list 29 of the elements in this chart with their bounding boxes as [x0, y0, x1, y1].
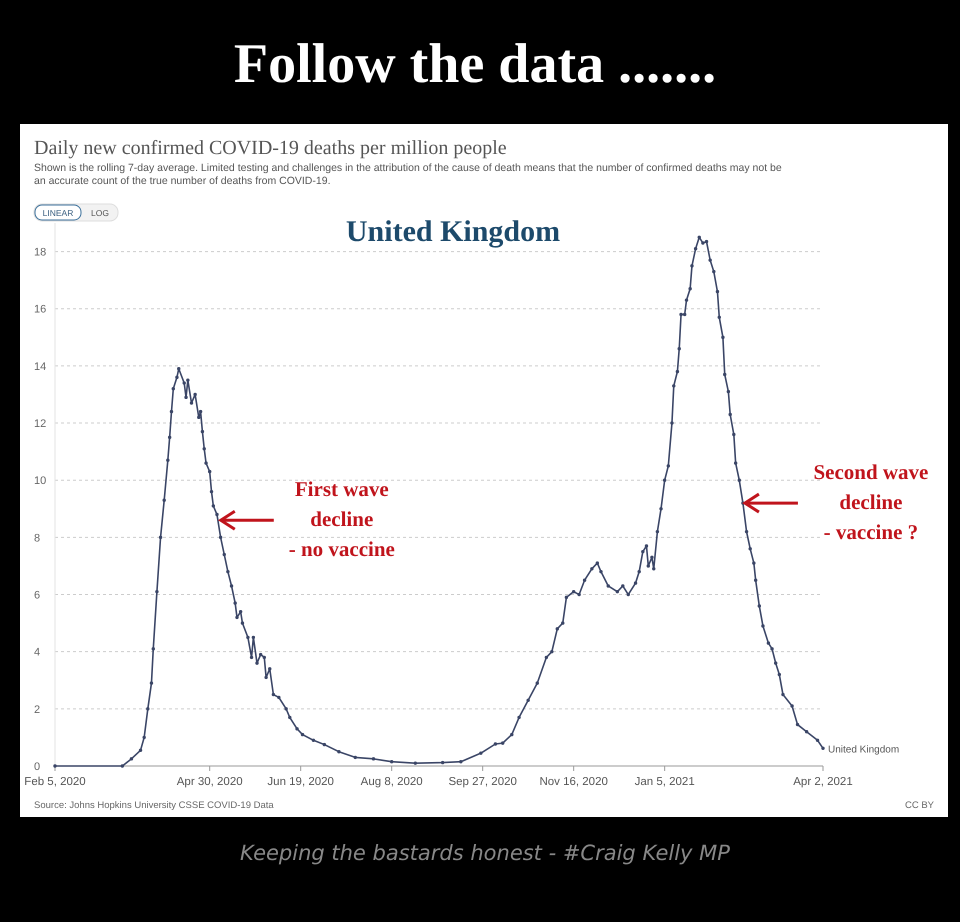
- y-tick-label: 10: [34, 475, 46, 488]
- x-tick-label: Aug 8, 2020: [360, 776, 423, 788]
- series-label: United Kingdom: [828, 744, 900, 756]
- y-tick-label: 18: [34, 246, 46, 259]
- x-tick-label: Apr 2, 2021: [793, 776, 853, 788]
- y-tick-label: 6: [34, 590, 40, 602]
- x-tick-label: Sep 27, 2020: [448, 776, 517, 788]
- y-tick-label: 8: [34, 532, 40, 544]
- x-tick-label: Nov 16, 2020: [539, 776, 608, 788]
- scale-toggle: LINEAR LOG: [34, 204, 118, 222]
- y-tick-label: 0: [34, 761, 40, 773]
- y-tick-label: 16: [34, 304, 46, 316]
- text: CC BY: [904, 800, 935, 811]
- text: Keeping the bastards honest - #Craig Kelly MP: [240, 841, 730, 865]
- x-tick-label: Jun 19, 2020: [267, 776, 334, 788]
- y-tick-label: 2: [34, 704, 40, 716]
- x-tick-label: Apr 30, 2020: [176, 776, 243, 788]
- source-note: Source: Johns Hopkins University CSSE COVID-19 Data: [34, 800, 274, 811]
- text: Shown is the rolling 7-day average. Limited testing and challenges in the attribution of the cause of death means that the number of confirmed deaths may not be an accurate count of the true number of deaths from COVID-19.: [34, 162, 782, 187]
- annotation: First wave decline - no vaccine: [288, 477, 395, 562]
- y-tick-label: 12: [34, 418, 46, 430]
- chart-title: Follow the data .......: [234, 33, 716, 95]
- x-tick-label: Jan 5, 2021: [634, 776, 695, 788]
- x-tick-label: Feb 5, 2020: [24, 776, 86, 788]
- y-tick-label: 4: [34, 646, 40, 659]
- annotation: United Kingdom: [346, 215, 560, 248]
- y-tick-label: 14: [34, 360, 46, 373]
- chart-subtitle: Daily new confirmed COVID-19 deaths per million people: [34, 137, 507, 159]
- annotation: Second wave decline - vaccine ?: [813, 460, 928, 544]
